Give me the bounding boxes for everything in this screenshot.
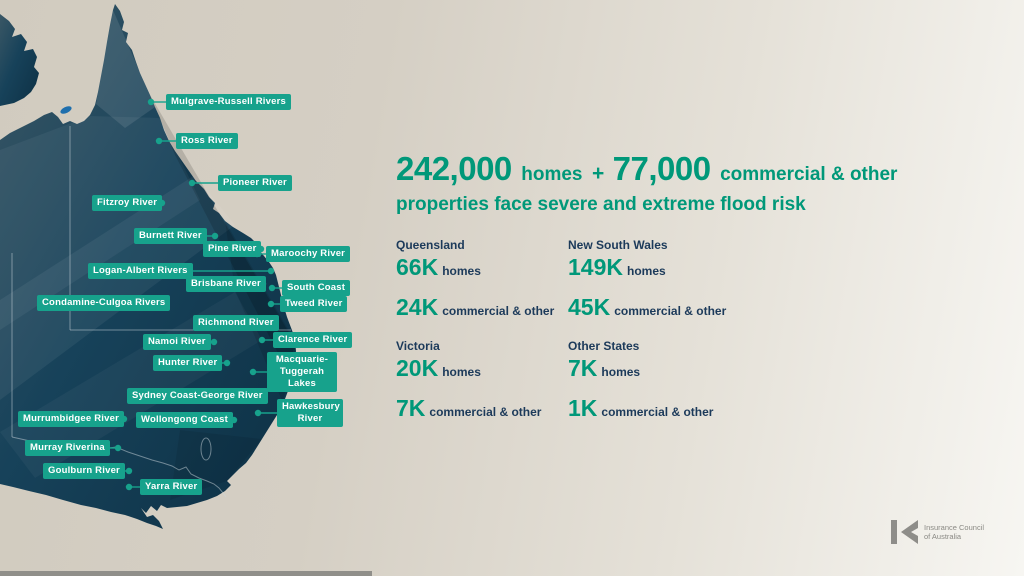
- river-label: Namoi River: [143, 334, 211, 350]
- lake-outline: [200, 437, 212, 461]
- river-label: Murrumbidgee River: [18, 411, 124, 427]
- logo-text-line1: Insurance Council: [924, 523, 985, 532]
- river-label: Macquarie-Tuggerah Lakes: [267, 352, 337, 392]
- state-name: Queensland: [396, 238, 465, 252]
- river-label: Condamine-Culgoa Rivers: [37, 295, 171, 311]
- commercial-stat: 1K commercial & other: [568, 395, 714, 421]
- river-label: Richmond River: [193, 315, 279, 331]
- homes-stat: 149K homes: [568, 254, 666, 280]
- state-name: Victoria: [396, 339, 440, 353]
- commercial-stat: 45K commercial & other: [568, 294, 727, 320]
- river-label: Clarence River: [273, 332, 353, 348]
- river-label: South Coast: [282, 280, 351, 296]
- logo-text: Insurance Council of Australia: [924, 523, 984, 541]
- bottom-progress-bar: [0, 571, 372, 576]
- river-label: Burnett River: [134, 228, 207, 244]
- river-label: Sydney Coast-George River: [127, 388, 268, 404]
- river-label: Goulburn River: [43, 463, 125, 479]
- river-label: Logan-Albert Rivers: [88, 263, 193, 279]
- stats-new-south-wales: New South Wales 149K homes 45K commercial …: [568, 238, 740, 321]
- river-label: Fitzroy River: [92, 195, 163, 211]
- stats-queensland: Queensland 66K homes 24K commercial & othe…: [396, 238, 568, 321]
- river-label: Mulgrave-Russell Rivers: [166, 94, 291, 110]
- logo-text-line2: of Australia: [924, 532, 962, 541]
- river-label: Brisbane River: [186, 276, 266, 292]
- river-label: Ross River: [176, 133, 238, 149]
- stats-victoria: Victoria 20K homes 7K commercial & other: [396, 339, 568, 422]
- river-label: Pioneer River: [218, 175, 292, 191]
- river-label: Yarra River: [140, 479, 203, 495]
- commercial-total: 77,000: [612, 150, 711, 187]
- river-label: Hunter River: [153, 355, 223, 371]
- stats-other-states: Other States 7K homes 1K commercial & othe…: [568, 339, 740, 422]
- river-label: Maroochy River: [266, 246, 351, 262]
- headline-line1: 242,000 homes + 77,000 commercial & othe…: [396, 150, 956, 188]
- river-label: Hawkesbury River: [277, 399, 343, 427]
- ica-logo-icon: [891, 520, 918, 544]
- insurance-council-logo: Insurance Council of Australia: [891, 518, 984, 546]
- plus-sign: +: [591, 162, 605, 185]
- river-label: Wollongong Coast: [136, 412, 233, 428]
- commercial-stat: 24K commercial & other: [396, 294, 555, 320]
- headline: 242,000 homes + 77,000 commercial & othe…: [396, 150, 956, 216]
- homes-stat: 20K homes: [396, 355, 481, 381]
- homes-stat: 66K homes: [396, 254, 481, 280]
- homes-word: homes: [521, 164, 583, 185]
- river-label: Murray Riverina: [25, 440, 110, 456]
- river-label: Pine River: [203, 241, 262, 257]
- state-name: New South Wales: [568, 238, 668, 252]
- river-label: Tweed River: [280, 296, 348, 312]
- state-name: Other States: [568, 339, 640, 353]
- commercial-stat: 7K commercial & other: [396, 395, 542, 421]
- homes-stat: 7K homes: [568, 355, 641, 381]
- map-land-northwest: [0, 14, 39, 106]
- commercial-words: commercial & other: [720, 164, 898, 185]
- island-marker: [60, 106, 72, 114]
- headline-line2: properties face severe and extreme flood…: [396, 194, 806, 215]
- homes-total: 242,000: [396, 150, 512, 187]
